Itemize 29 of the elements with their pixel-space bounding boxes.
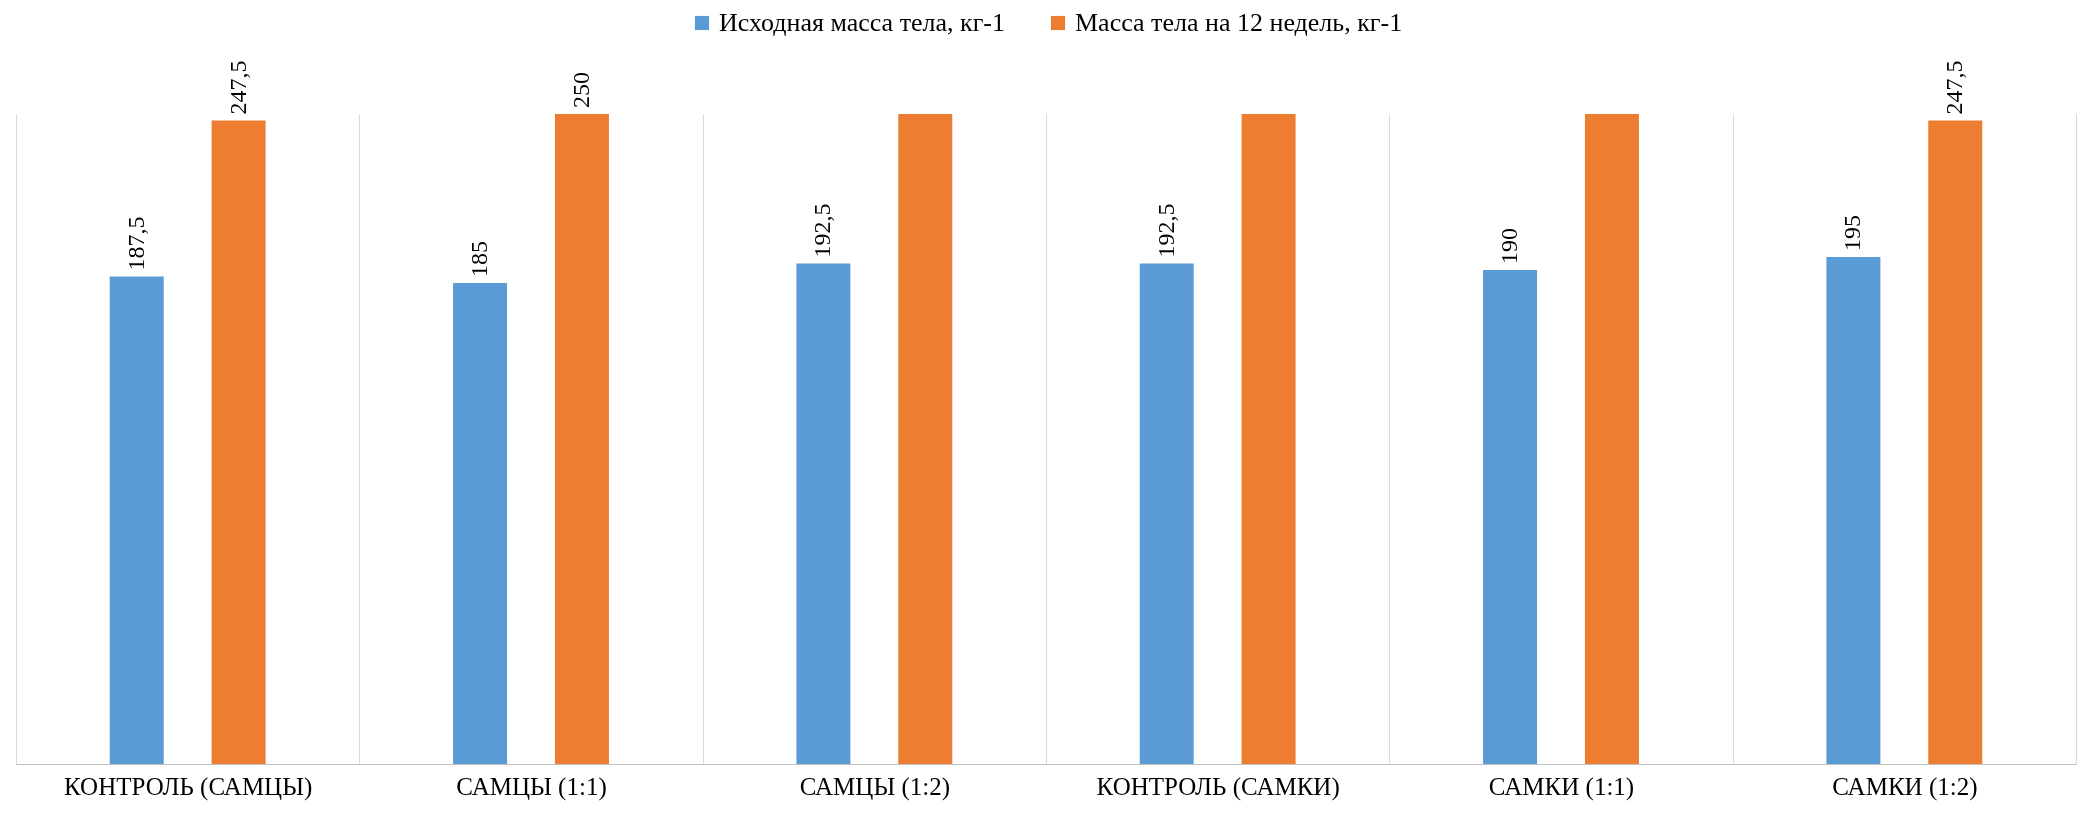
data-label: 192,5 (1152, 203, 1179, 258)
bar (1584, 114, 1639, 764)
bar (554, 114, 609, 764)
x-tick-label: САМКИ (1:2) (1832, 772, 1978, 801)
data-label: 195 (1839, 215, 1866, 251)
data-label: 250 (567, 72, 594, 108)
bar (1928, 120, 1983, 764)
x-tick-label: САМКИ (1:1) (1488, 772, 1635, 801)
x-tick-label: КОНТРОЛЬ (САМЦЫ) (64, 772, 313, 801)
bar (453, 283, 508, 764)
x-tick-label: КОНТРОЛЬ (САМКИ) (1096, 772, 1340, 801)
data-label: 190 (1496, 228, 1523, 264)
bar (1483, 270, 1538, 764)
x-tick-label: САМЦЫ (1:1) (456, 772, 607, 801)
bar (1826, 257, 1881, 764)
data-label: 185 (466, 241, 493, 277)
bar (796, 263, 851, 764)
legend-label: Масса тела на 12 недель, кг-1 (1075, 8, 1403, 37)
data-label: 247,5 (224, 60, 251, 115)
bar (1241, 114, 1296, 764)
data-label: 192,5 (809, 203, 836, 258)
legend-label: Исходная масса тела, кг-1 (719, 8, 1005, 37)
data-label: 187,5 (122, 216, 149, 271)
data-label: 247,5 (1941, 60, 1968, 115)
x-tick-label: САМЦЫ (1:2) (799, 772, 951, 801)
bar (109, 276, 164, 764)
bar (1139, 263, 1194, 764)
bar (898, 114, 953, 764)
bar (211, 120, 266, 764)
